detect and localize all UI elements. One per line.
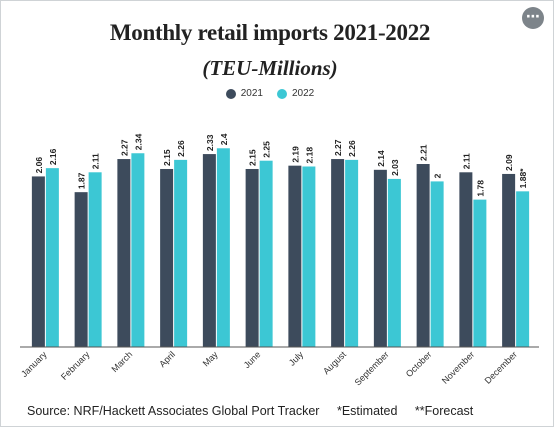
data-label-2021-july: 2.19 xyxy=(290,146,300,163)
data-label-2022-august: 2.26 xyxy=(347,140,357,157)
x-tick-label-july: July xyxy=(287,349,306,368)
bar-2022-january xyxy=(45,168,59,347)
data-label-2021-march: 2.27 xyxy=(119,139,129,156)
data-label-2022-december: 1.88* xyxy=(518,168,528,189)
estimated-note: *Estimated xyxy=(336,404,398,418)
x-tick-label-june: June xyxy=(242,349,263,370)
x-tick-label-september: September xyxy=(353,349,391,387)
x-tick-label-january: January xyxy=(19,349,49,379)
data-label-2021-may: 2.33 xyxy=(205,134,215,151)
bar-2022-july xyxy=(302,166,316,347)
bar-2021-july xyxy=(288,165,302,347)
bar-2021-november xyxy=(459,172,473,347)
x-tick-label-december: December xyxy=(483,349,519,385)
source-footer: Source: NRF/Hackett Associates Global Po… xyxy=(27,404,487,418)
bar-2022-august xyxy=(345,159,359,347)
x-tick-label-february: February xyxy=(59,349,92,382)
data-label-2022-june: 2.25 xyxy=(262,141,272,158)
bar-2022-march xyxy=(131,153,145,347)
bar-2022-october xyxy=(430,181,444,347)
data-label-2022-november: 1.78 xyxy=(475,180,485,197)
data-label-2021-october: 2.21 xyxy=(419,144,429,161)
data-label-2022-january: 2.16 xyxy=(48,148,58,165)
legend-item-2022: 2022 xyxy=(277,88,314,99)
data-label-2021-february: 1.87 xyxy=(77,172,87,189)
chart-legend: 2021 2022 xyxy=(0,88,540,99)
legend-swatch-2022 xyxy=(277,88,287,99)
data-label-2022-march: 2.34 xyxy=(133,133,143,150)
bar-2021-september xyxy=(373,169,387,347)
x-tick-label-may: May xyxy=(201,349,220,368)
bar-2021-may xyxy=(202,154,216,347)
bar-2021-march xyxy=(117,159,131,347)
data-label-2022-february: 2.11 xyxy=(91,153,101,169)
chart-title: Monthly retail imports 2021-2022 xyxy=(109,20,431,45)
bar-2021-april xyxy=(160,168,174,347)
legend-label-2021: 2021 xyxy=(240,88,263,99)
legend-swatch-2021 xyxy=(225,88,236,99)
data-label-2021-january: 2.06 xyxy=(34,157,44,174)
more-horizontal-icon: ⋯ xyxy=(526,8,540,24)
data-label-2021-december: 2.09 xyxy=(504,154,514,171)
data-label-2022-october: 2 xyxy=(433,173,443,178)
bar-2021-june xyxy=(245,168,259,347)
bar-2021-january xyxy=(31,176,45,347)
legend-item-2021: 2021 xyxy=(225,88,263,99)
data-label-2022-september: 2.03 xyxy=(390,159,400,176)
forecast-note: **Forecast xyxy=(414,404,474,418)
bar-2022-september xyxy=(387,178,401,347)
data-label-2021-november: 2.11 xyxy=(461,153,471,169)
legend-label-2022: 2022 xyxy=(292,88,315,99)
bar-2021-october xyxy=(416,164,430,347)
x-tick-label-march: March xyxy=(110,349,135,374)
bar-2022-december xyxy=(516,191,530,347)
bar-2022-april xyxy=(174,159,188,347)
data-label-2021-june: 2.15 xyxy=(248,149,258,166)
more-options-button[interactable]: ⋯ xyxy=(522,7,544,29)
bar-2022-november xyxy=(473,199,487,347)
bar-2021-february xyxy=(74,192,88,347)
data-label-2022-may: 2.4 xyxy=(219,133,229,145)
bar-2022-june xyxy=(259,160,273,347)
bar-2022-february xyxy=(88,172,102,347)
bar-2022-may xyxy=(216,148,230,347)
data-label-2021-august: 2.27 xyxy=(333,139,343,156)
x-tick-label-october: October xyxy=(404,349,434,379)
data-label-2021-september: 2.14 xyxy=(376,150,386,167)
data-label-2022-july: 2.18 xyxy=(304,147,314,164)
x-tick-label-august: August xyxy=(321,349,348,376)
x-tick-label-april: April xyxy=(157,349,177,369)
source-text: Source: NRF/Hackett Associates Global Po… xyxy=(27,404,320,418)
bar-2021-august xyxy=(331,159,345,347)
data-label-2021-april: 2.15 xyxy=(162,149,172,166)
x-tick-label-november: November xyxy=(440,349,476,385)
chart-subtitle: (TEU-Millions) xyxy=(202,56,338,80)
data-label-2022-april: 2.26 xyxy=(176,140,186,157)
bar-2021-december xyxy=(502,173,516,347)
